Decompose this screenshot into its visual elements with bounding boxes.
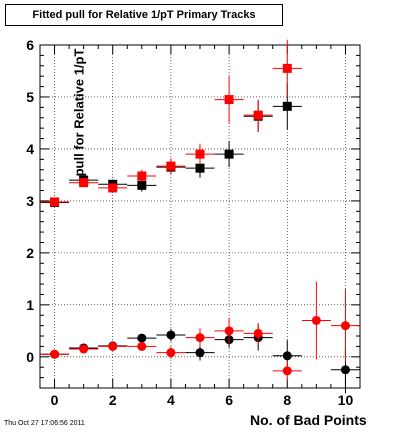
x-tick-label: 2 (109, 392, 117, 408)
y-tick-label: 4 (26, 141, 34, 157)
series-2-point (79, 178, 89, 188)
y-tick-label: 5 (26, 89, 34, 105)
series-2-point (50, 197, 60, 207)
series-2-point (253, 110, 263, 120)
series-2-point (166, 161, 176, 171)
y-tick-label: 0 (26, 349, 34, 365)
y-tick-label: 1 (26, 297, 34, 313)
series-1-point (195, 163, 205, 173)
y-tick-label: 3 (26, 193, 34, 209)
series-2-point (224, 95, 234, 105)
series-2-point (282, 63, 292, 73)
x-tick-label: 6 (225, 392, 233, 408)
series-3-point (166, 330, 176, 340)
series-4-point (108, 341, 118, 351)
x-tick-label: 8 (283, 392, 291, 408)
y-axis-label: pull for Relative 1/pT (71, 48, 87, 177)
x-tick-label: 10 (338, 392, 354, 408)
series-3-point (195, 348, 205, 358)
series-3-point (282, 351, 292, 361)
x-tick-label: 4 (167, 392, 175, 408)
series-4-point (50, 349, 60, 359)
series-2-point (108, 183, 118, 193)
series-4-point (137, 341, 147, 351)
series-4-point (253, 328, 263, 338)
series-2-point (195, 149, 205, 159)
timestamp: Thu Oct 27 17:06:56 2011 (4, 420, 85, 427)
series-4-point (282, 366, 292, 376)
series-2-point (137, 171, 147, 181)
series-3-point (340, 365, 350, 375)
series-4-point (340, 321, 350, 331)
x-axis-label: No. of Bad Points (250, 412, 367, 428)
series-4-point (166, 348, 176, 358)
series-1-point (224, 149, 234, 159)
y-tick-label: 2 (26, 245, 34, 261)
series-4-point (311, 315, 321, 325)
series-1-point (282, 101, 292, 111)
series-4-point (195, 333, 205, 343)
series-4-point (224, 326, 234, 336)
chart-title: Fitted pull for Relative 1/pT Primary Tr… (5, 4, 283, 26)
y-tick-label: 6 (26, 37, 34, 53)
series-4-point (79, 344, 89, 354)
x-tick-label: 0 (51, 392, 59, 408)
series-1-point (137, 180, 147, 190)
series-3-point (137, 333, 147, 343)
